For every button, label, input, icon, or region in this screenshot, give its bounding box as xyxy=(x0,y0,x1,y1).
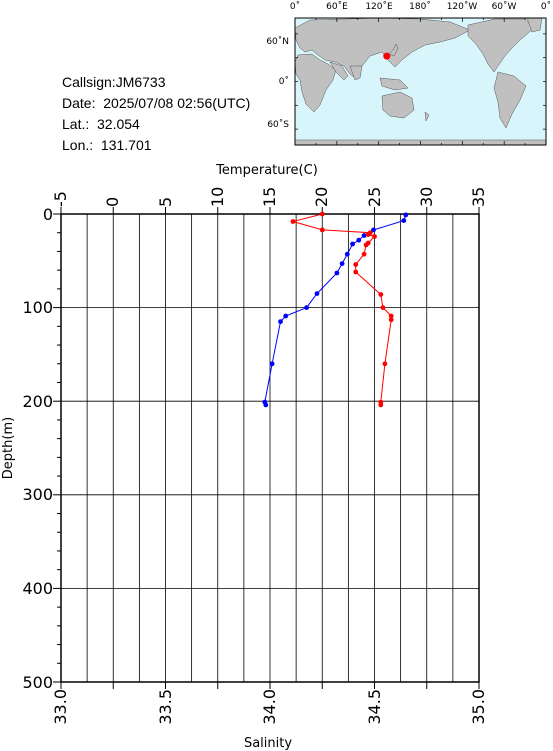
temp-tick-label: 25 xyxy=(365,187,384,207)
salinity-tick-labels: 33.0 33.5 34.0 34.5 35.0 xyxy=(51,689,488,725)
temperature-point xyxy=(401,218,407,224)
temp-tick-label: 30 xyxy=(417,187,436,207)
temperature-point xyxy=(361,233,367,238)
salinity-point xyxy=(388,317,394,323)
depth-minor-ticks xyxy=(53,207,480,689)
map-label-0-end: 0˚ xyxy=(541,1,551,12)
salinity-point xyxy=(382,361,388,367)
salinity-point xyxy=(388,313,394,319)
depth-tick-label: 0 xyxy=(43,205,53,224)
temperature-point xyxy=(278,319,283,324)
salinity-point xyxy=(290,219,296,224)
temperature-point xyxy=(344,251,350,257)
map-label-60s: 60˚S xyxy=(267,119,289,130)
longitude-text: Lon.: 131.701 xyxy=(62,137,152,153)
salinity-point xyxy=(363,242,369,248)
temperature-point xyxy=(263,402,269,408)
temp-tick-label: -5 xyxy=(51,191,70,207)
depth-axis-title: Depth(m) xyxy=(1,417,16,479)
map-label-120e: 120˚E xyxy=(365,1,393,12)
map-label-60n: 60˚N xyxy=(266,36,289,47)
salinity-tick-label: 34.5 xyxy=(365,689,384,725)
salinity-axis-title: Salinity xyxy=(244,736,292,751)
depth-tick-label: 400 xyxy=(22,579,53,598)
depth-tick-label: 200 xyxy=(22,392,53,411)
salinity-line xyxy=(291,213,392,405)
date-text: Date: 2025/07/08 02:56(UTC) xyxy=(62,95,251,111)
map-label-eq: 0˚ xyxy=(279,76,289,87)
temperature-point xyxy=(339,261,345,266)
temperature-axis-title: Temperature(C) xyxy=(215,163,318,178)
salinity-point xyxy=(319,211,325,217)
salinity-point xyxy=(378,402,384,408)
temp-tick-label: 10 xyxy=(208,187,227,207)
map-label-0: 0˚ xyxy=(290,1,300,12)
temp-tick-label: 0 xyxy=(103,197,122,207)
map-label-120w: 120˚W xyxy=(447,1,478,12)
salinity-point xyxy=(380,305,386,310)
callsign-text: Callsign:JM6733 xyxy=(62,74,166,90)
temp-tick-label: 5 xyxy=(156,197,175,207)
temperature-point xyxy=(334,270,340,276)
temperature-point xyxy=(314,291,320,296)
depth-tick-label: 100 xyxy=(22,298,53,317)
salinity-point xyxy=(361,251,367,257)
profile-series xyxy=(262,211,409,408)
salinity-tick-label: 35.0 xyxy=(469,689,488,725)
latitude-text: Lat.: 32.054 xyxy=(62,116,140,132)
map-ticks xyxy=(294,18,547,145)
profile-chart: -5 0 5 10 15 20 25 30 35 Temperature(C) … xyxy=(1,163,488,751)
depth-tick-label: 500 xyxy=(22,673,53,692)
temperature-point xyxy=(269,361,275,367)
depth-tick-labels: 0 100 200 300 400 500 xyxy=(22,205,53,692)
map-label-60e: 60˚E xyxy=(326,1,348,12)
salinity-tick-label: 33.5 xyxy=(156,689,175,725)
world-map: 0˚ 60˚E 120˚E 180˚ 120˚W 60˚W 0˚ 60˚N 0˚… xyxy=(266,1,551,146)
chart-grid xyxy=(61,214,479,682)
map-top-labels: 0˚ 60˚E 120˚E 180˚ 120˚W 60˚W 0˚ xyxy=(290,1,551,12)
map-label-60w: 60˚W xyxy=(492,1,517,12)
salinity-point xyxy=(378,292,384,297)
map-label-180: 180˚ xyxy=(409,1,431,12)
map-left-labels: 60˚N 0˚ 60˚S xyxy=(266,36,289,130)
salinity-tick-label: 33.0 xyxy=(51,689,70,725)
temp-tick-label: 15 xyxy=(260,187,279,207)
station-marker xyxy=(383,52,391,60)
temperature-point xyxy=(283,313,289,319)
salinity-point xyxy=(353,262,359,267)
salinity-tick-label: 34.0 xyxy=(260,689,279,725)
salinity-point xyxy=(353,269,359,275)
temp-tick-label: 20 xyxy=(312,187,331,207)
temperature-point xyxy=(304,305,309,310)
temperature-point xyxy=(350,241,355,247)
temperature-point xyxy=(403,212,409,218)
map-land xyxy=(294,17,547,146)
salinity-point xyxy=(319,227,325,233)
temp-tick-label: 35 xyxy=(469,187,488,207)
temperature-point xyxy=(371,227,376,233)
temperature-point xyxy=(356,237,362,243)
salinity-point xyxy=(372,234,377,239)
salinity-point xyxy=(365,232,371,238)
temperature-tick-labels: -5 0 5 10 15 20 25 30 35 xyxy=(51,187,488,207)
station-info: Callsign:JM6733 Date: 2025/07/08 02:56(U… xyxy=(62,72,250,156)
depth-tick-label: 300 xyxy=(22,485,53,504)
